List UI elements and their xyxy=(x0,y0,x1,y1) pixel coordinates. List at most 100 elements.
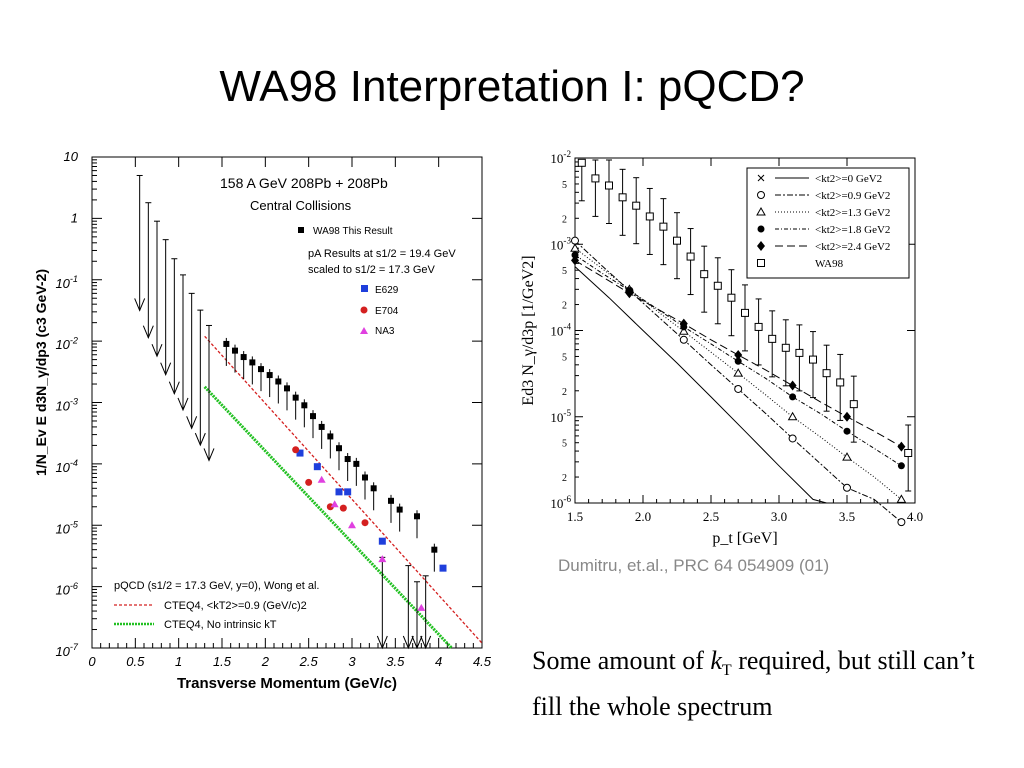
right-legend-marker xyxy=(757,259,765,267)
left-upper-limit-arrowhead xyxy=(134,298,146,312)
right-series-marker xyxy=(842,452,852,461)
left-wa98-point xyxy=(223,340,230,347)
left-wa98-point xyxy=(258,366,264,373)
right-wa98-point xyxy=(809,355,817,364)
left-na3-point xyxy=(417,603,426,611)
caption-part2: required, but still can’t fill the whole… xyxy=(532,646,975,722)
left-legend-red-line-label: CTEQ4, <kT2>=0.9 (GeV/c)2 xyxy=(164,600,307,612)
right-y-minor-label: 2 xyxy=(562,214,567,225)
left-x-tick-label: 3.5 xyxy=(386,654,405,669)
right-wa98-point xyxy=(904,448,913,457)
right-wa98-point xyxy=(673,236,681,245)
right-wa98-point xyxy=(781,343,790,352)
right-wa98-point xyxy=(795,348,804,357)
right-series-marker xyxy=(678,326,689,335)
right-series-marker xyxy=(896,494,907,503)
right-legend-marker xyxy=(757,191,765,199)
right-y-axis-label: Ed3 N_γ/d3p [1/GeV2] xyxy=(520,255,537,405)
left-e704-point xyxy=(305,478,313,486)
left-legend-pa-line1: pA Results at s1/2 = 19.4 GeV xyxy=(308,248,456,260)
right-legend-marker xyxy=(757,241,765,251)
right-y-minor-label: 5 xyxy=(562,439,567,450)
left-chart-svg: 0 0.5 1 1.5 2 2.5 3 3.5 4 4.5 10 1 10-1 10-2 10-3 10-4 1… xyxy=(33,149,492,692)
left-legend-pa-line2: scaled to s1/2 = 17.3 GeV xyxy=(308,264,436,276)
right-chart-svg: 1.5 2.0 2.5 3.0 3.5 4.0 10-2 5 2 10-3 5 2 10-4 5 2 10-5… xyxy=(520,149,923,547)
left-legend-e704-marker xyxy=(360,306,368,314)
right-legend-label: <kt2>=1.3 GeV2 xyxy=(815,207,890,219)
right-wa98-point xyxy=(632,201,641,210)
right-series-marker xyxy=(789,393,797,401)
left-y-tick-label: 10-6 xyxy=(55,581,78,598)
left-wa98-point xyxy=(414,513,420,520)
left-upper-limit-arrowhead xyxy=(177,397,189,412)
left-y-tick-label: 10-1 xyxy=(55,274,78,291)
right-y-minor-label: 5 xyxy=(562,180,567,191)
left-legend-na3-marker xyxy=(360,327,368,334)
right-series-marker xyxy=(897,518,906,527)
citation: Dumitru, et.al., PRC 64 054909 (01) xyxy=(558,556,830,575)
left-x-tick-label: 3 xyxy=(348,654,356,669)
right-series-marker xyxy=(787,411,798,421)
right-series-marker xyxy=(679,335,688,344)
right-wa98-point xyxy=(836,378,845,387)
right-series-marker xyxy=(843,427,851,435)
left-legend-na3-label: NA3 xyxy=(375,326,395,337)
left-na3-point xyxy=(330,500,339,508)
left-upper-limit-arrowhead xyxy=(194,432,206,447)
left-upper-limit-arrowhead xyxy=(402,635,414,650)
left-e629-point xyxy=(313,463,321,471)
left-upper-limit-arrowhead xyxy=(160,362,172,376)
left-wa98-point xyxy=(353,460,360,467)
left-wa98-point xyxy=(370,485,377,492)
left-x-tick-label: 4.5 xyxy=(473,654,492,669)
left-legend-e629-marker xyxy=(361,285,368,292)
right-wa98-point xyxy=(822,369,831,378)
left-wa98-point xyxy=(362,474,368,481)
caption: Some amount of kT required, but still ca… xyxy=(532,643,1002,725)
left-na3-point xyxy=(317,475,326,483)
left-y-tick-label: 10-7 xyxy=(55,642,78,659)
left-y-axis-label: 1/N_Ev E d3N_γ/dp3 (c3 GeV-2) xyxy=(33,269,49,476)
left-red-cteq-line xyxy=(204,335,483,644)
left-e629-point xyxy=(344,488,352,496)
left-upper-limit-arrowhead xyxy=(376,635,388,650)
right-series-marker xyxy=(571,255,579,266)
right-series-marker xyxy=(570,243,580,252)
left-wa98-point xyxy=(310,413,316,420)
left-title: 158 A GeV 208Pb + 208Pb xyxy=(220,175,388,191)
left-y-tick-label: 10-5 xyxy=(55,519,78,536)
slide-title: WA98 Interpretation I: pQCD? xyxy=(219,62,805,111)
left-wa98-point xyxy=(266,372,273,379)
left-legend-wa98-marker xyxy=(298,227,304,233)
caption-part1: Some amount of xyxy=(532,646,711,675)
left-y-tick-label: 10-3 xyxy=(55,397,78,414)
left-y-tick-label: 10-4 xyxy=(55,458,78,475)
left-wa98-point xyxy=(388,497,394,504)
right-wa98-point xyxy=(700,270,709,279)
left-wa98-point xyxy=(396,506,403,513)
left-wa98-point xyxy=(284,385,290,392)
right-legend-label: WA98 xyxy=(815,258,844,270)
left-y-tick-label: 10-2 xyxy=(55,335,78,352)
left-wa98-point xyxy=(301,402,308,409)
right-series-marker xyxy=(788,434,797,443)
left-wa98-point xyxy=(318,423,325,430)
right-y-minor-label: 2 xyxy=(562,301,567,312)
right-wa98-point xyxy=(577,158,586,167)
right-series-marker xyxy=(734,384,743,393)
right-wa98-point xyxy=(659,222,668,231)
right-wa98-point xyxy=(754,322,763,331)
right-legend-label: <kt2>=0.9 GeV2 xyxy=(815,190,890,202)
left-wa98-point xyxy=(327,433,334,440)
right-wa98-point xyxy=(849,400,858,409)
right-series-marker xyxy=(734,357,742,365)
right-series-marker xyxy=(733,368,744,377)
left-legend-wa98-label: WA98 This Result xyxy=(313,226,393,237)
right-wa98-point xyxy=(741,308,749,317)
left-e629-point xyxy=(439,564,447,572)
left-wa98-point xyxy=(249,359,256,366)
right-y-tick-label: 10-3 xyxy=(550,235,571,252)
right-legend-marker xyxy=(757,174,765,182)
left-x-tick-label: 0.5 xyxy=(126,654,145,669)
right-series-marker xyxy=(734,349,743,360)
